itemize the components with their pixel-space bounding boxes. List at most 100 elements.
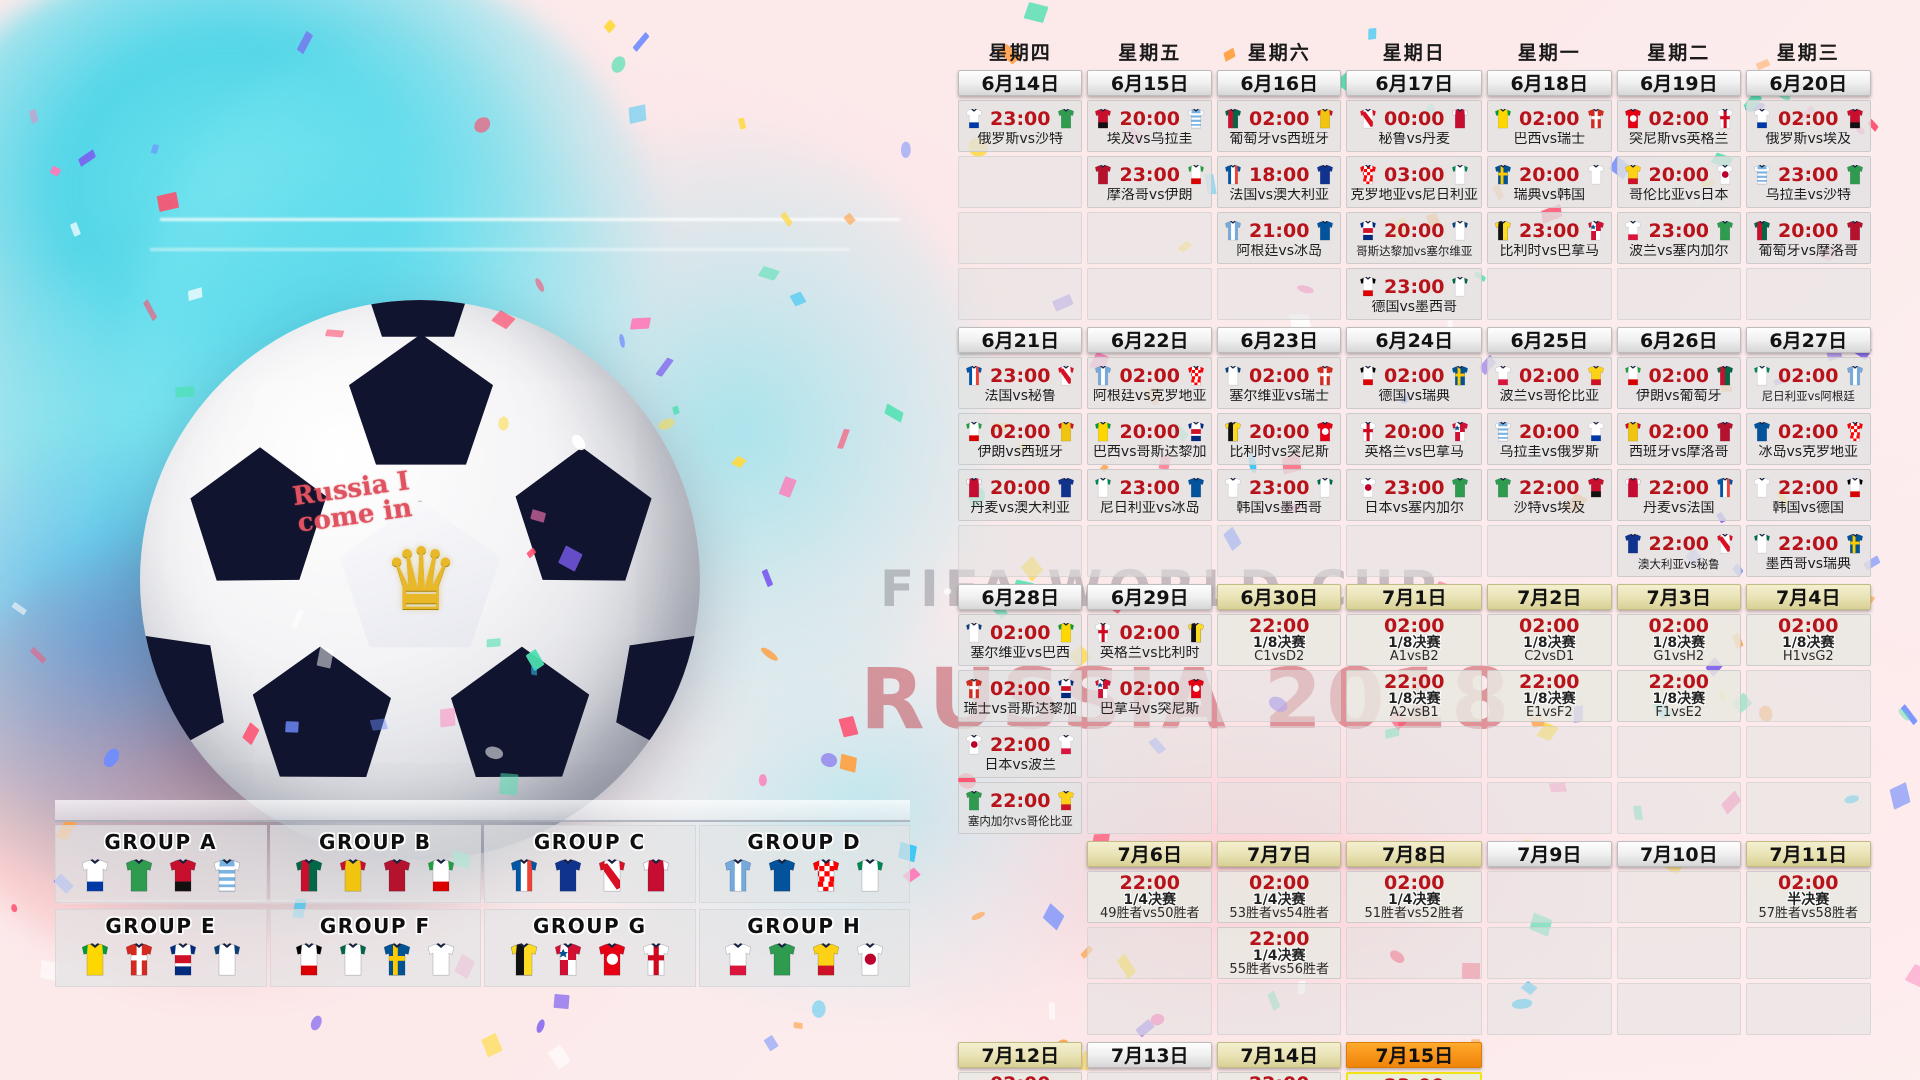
knockout-match-cell[interactable]: 02:00 1/8决赛 C2vsD1 xyxy=(1487,614,1612,666)
group-match-cell[interactable]: 20:00 乌拉圭vs俄罗斯 xyxy=(1487,413,1612,465)
date-header-7月12日[interactable]: 7月12日 xyxy=(958,1042,1083,1068)
date-header-7月2日[interactable]: 7月2日 xyxy=(1487,584,1612,610)
date-header-6月21日[interactable]: 6月21日 xyxy=(958,327,1083,353)
date-header-6月20日[interactable]: 6月20日 xyxy=(1746,70,1871,96)
knockout-match-cell[interactable]: 02:00 1/8决赛 G1vsH2 xyxy=(1616,614,1742,666)
group-match-cell[interactable]: 20:00 葡萄牙vs摩洛哥 xyxy=(1746,212,1871,264)
group-match-cell[interactable]: 02:00 英格兰vs比利时 xyxy=(1087,614,1212,666)
final-match-cell[interactable]: 23:00决 赛 xyxy=(1346,1072,1483,1080)
date-header-6月28日[interactable]: 6月28日 xyxy=(958,584,1083,610)
group-match-cell[interactable]: 23:00 德国vs墨西哥 xyxy=(1346,268,1483,320)
knockout-match-cell[interactable]: 22:00 1/8决赛 A2vsB1 xyxy=(1346,670,1483,722)
group-match-cell[interactable]: 23:00 法国vs秘鲁 xyxy=(958,357,1083,409)
group-match-cell[interactable]: 02:00 塞尔维亚vs瑞士 xyxy=(1216,357,1342,409)
group-match-cell[interactable]: 23:00 比利时vs巴拿马 xyxy=(1487,212,1612,264)
knockout-match-cell[interactable]: 22:00三四名决赛61负者vs62负者 xyxy=(1216,1072,1342,1080)
knockout-match-cell[interactable]: 22:00 1/8决赛 F1vsE2 xyxy=(1616,670,1742,722)
group-match-cell[interactable]: 23:00 俄罗斯vs沙特 xyxy=(958,100,1083,152)
group-box-group-a[interactable]: GROUP A xyxy=(55,825,267,903)
date-header-7月8日[interactable]: 7月8日 xyxy=(1346,841,1483,867)
knockout-match-cell[interactable]: 22:00 1/4决赛 49胜者vs50胜者 xyxy=(1087,871,1212,923)
group-match-cell[interactable]: 02:00 伊朗vs葡萄牙 xyxy=(1616,357,1742,409)
group-box-group-h[interactable]: GROUP H xyxy=(698,909,910,987)
group-match-cell[interactable]: 02:00 冰岛vs克罗地亚 xyxy=(1746,413,1871,465)
date-header-7月11日[interactable]: 7月11日 xyxy=(1746,841,1871,867)
knockout-match-cell[interactable]: 02:00 1/8决赛 H1vsG2 xyxy=(1746,614,1871,666)
group-match-cell[interactable]: 02:00 巴拿马vs突尼斯 xyxy=(1087,670,1212,722)
group-match-cell[interactable]: 02:00 阿根廷vs克罗地亚 xyxy=(1087,357,1212,409)
date-header-7月9日[interactable]: 7月9日 xyxy=(1487,841,1612,867)
group-match-cell[interactable]: 21:00 阿根廷vs冰岛 xyxy=(1216,212,1342,264)
date-header-7月13日[interactable]: 7月13日 xyxy=(1087,1042,1212,1068)
date-header-7月10日[interactable]: 7月10日 xyxy=(1616,841,1742,867)
date-header-7月3日[interactable]: 7月3日 xyxy=(1616,584,1742,610)
date-header-6月16日[interactable]: 6月16日 xyxy=(1216,70,1342,96)
date-header-6月17日[interactable]: 6月17日 xyxy=(1346,70,1483,96)
group-match-cell[interactable]: 22:00 丹麦vs法国 xyxy=(1616,469,1742,521)
group-match-cell[interactable]: 02:00 瑞士vs哥斯达黎加 xyxy=(958,670,1083,722)
knockout-match-cell[interactable]: 02:00 半决赛 57胜者vs58胜者 xyxy=(1746,871,1871,923)
group-box-group-c[interactable]: GROUP C xyxy=(484,825,696,903)
date-header-7月15日[interactable]: 7月15日 xyxy=(1346,1042,1483,1068)
group-match-cell[interactable]: 20:00 丹麦vs澳大利亚 xyxy=(958,469,1083,521)
group-box-group-g[interactable]: GROUP G xyxy=(484,909,696,987)
group-match-cell[interactable]: 02:00 波兰vs哥伦比亚 xyxy=(1487,357,1612,409)
date-header-6月19日[interactable]: 6月19日 xyxy=(1616,70,1742,96)
group-match-cell[interactable]: 02:00 巴西vs瑞士 xyxy=(1487,100,1612,152)
group-match-cell[interactable]: 20:00 埃及vs乌拉圭 xyxy=(1087,100,1212,152)
group-match-cell[interactable]: 02:00 尼日利亚vs阿根廷 xyxy=(1746,357,1871,409)
group-match-cell[interactable]: 23:00 乌拉圭vs沙特 xyxy=(1746,156,1871,208)
group-match-cell[interactable]: 22:00 澳大利亚vs秘鲁 xyxy=(1616,525,1742,577)
date-header-7月6日[interactable]: 7月6日 xyxy=(1087,841,1212,867)
group-match-cell[interactable]: 02:00 西班牙vs摩洛哥 xyxy=(1616,413,1742,465)
group-match-cell[interactable]: 22:00 沙特vs埃及 xyxy=(1487,469,1612,521)
group-box-group-b[interactable]: GROUP B xyxy=(269,825,481,903)
group-match-cell[interactable]: 20:00 哥斯达黎加vs塞尔维亚 xyxy=(1346,212,1483,264)
group-match-cell[interactable]: 20:00 比利时vs突尼斯 xyxy=(1216,413,1342,465)
group-match-cell[interactable]: 23:00 波兰vs塞内加尔 xyxy=(1616,212,1742,264)
group-match-cell[interactable]: 20:00 瑞典vs韩国 xyxy=(1487,156,1612,208)
date-header-6月29日[interactable]: 6月29日 xyxy=(1087,584,1212,610)
group-match-cell[interactable]: 20:00 哥伦比亚vs日本 xyxy=(1616,156,1742,208)
group-match-cell[interactable]: 20:00 英格兰vs巴拿马 xyxy=(1346,413,1483,465)
date-header-6月14日[interactable]: 6月14日 xyxy=(958,70,1083,96)
group-box-group-e[interactable]: GROUP E xyxy=(55,909,267,987)
date-header-6月18日[interactable]: 6月18日 xyxy=(1487,70,1612,96)
group-match-cell[interactable]: 02:00 德国vs瑞典 xyxy=(1346,357,1483,409)
date-header-6月24日[interactable]: 6月24日 xyxy=(1346,327,1483,353)
date-header-6月27日[interactable]: 6月27日 xyxy=(1746,327,1871,353)
group-match-cell[interactable]: 02:00 塞尔维亚vs巴西 xyxy=(958,614,1083,666)
group-match-cell[interactable]: 23:00 摩洛哥vs伊朗 xyxy=(1087,156,1212,208)
group-match-cell[interactable]: 22:00 韩国vs德国 xyxy=(1746,469,1871,521)
date-header-6月22日[interactable]: 6月22日 xyxy=(1087,327,1212,353)
group-box-group-f[interactable]: GROUP F xyxy=(269,909,481,987)
group-match-cell[interactable]: 22:00 塞内加尔vs哥伦比亚 xyxy=(958,782,1083,834)
group-match-cell[interactable]: 18:00 法国vs澳大利亚 xyxy=(1216,156,1342,208)
group-match-cell[interactable]: 02:00 突尼斯vs英格兰 xyxy=(1616,100,1742,152)
group-match-cell[interactable]: 02:00 伊朗vs西班牙 xyxy=(958,413,1083,465)
group-match-cell[interactable]: 23:00 尼日利亚vs冰岛 xyxy=(1087,469,1212,521)
date-header-6月23日[interactable]: 6月23日 xyxy=(1216,327,1342,353)
knockout-match-cell[interactable]: 02:00半决赛59胜者vs60胜者 xyxy=(958,1072,1083,1080)
date-header-7月4日[interactable]: 7月4日 xyxy=(1746,584,1871,610)
date-header-7月7日[interactable]: 7月7日 xyxy=(1216,841,1342,867)
date-header-6月15日[interactable]: 6月15日 xyxy=(1087,70,1212,96)
group-match-cell[interactable]: 02:00 俄罗斯vs埃及 xyxy=(1746,100,1871,152)
knockout-match-cell[interactable]: 02:00 1/8决赛 A1vsB2 xyxy=(1346,614,1483,666)
date-header-7月14日[interactable]: 7月14日 xyxy=(1216,1042,1342,1068)
date-header-7月1日[interactable]: 7月1日 xyxy=(1346,584,1483,610)
group-match-cell[interactable]: 22:00 日本vs波兰 xyxy=(958,726,1083,778)
group-match-cell[interactable]: 23:00 日本vs塞内加尔 xyxy=(1346,469,1483,521)
group-match-cell[interactable]: 00:00 秘鲁vs丹麦 xyxy=(1346,100,1483,152)
group-match-cell[interactable]: 02:00 葡萄牙vs西班牙 xyxy=(1216,100,1342,152)
group-match-cell[interactable]: 23:00 韩国vs墨西哥 xyxy=(1216,469,1342,521)
knockout-match-cell[interactable]: 22:00 1/4决赛 55胜者vs56胜者 xyxy=(1216,927,1342,979)
date-header-6月30日[interactable]: 6月30日 xyxy=(1216,584,1342,610)
date-header-6月25日[interactable]: 6月25日 xyxy=(1487,327,1612,353)
knockout-match-cell[interactable]: 22:00 1/8决赛 C1vsD2 xyxy=(1216,614,1342,666)
knockout-match-cell[interactable]: 22:00 1/8决赛 E1vsF2 xyxy=(1487,670,1612,722)
group-box-group-d[interactable]: GROUP D xyxy=(698,825,910,903)
group-match-cell[interactable]: 22:00 墨西哥vs瑞典 xyxy=(1746,525,1871,577)
knockout-match-cell[interactable]: 02:00 1/4决赛 53胜者vs54胜者 xyxy=(1216,871,1342,923)
knockout-match-cell[interactable]: 02:00 1/4决赛 51胜者vs52胜者 xyxy=(1346,871,1483,923)
